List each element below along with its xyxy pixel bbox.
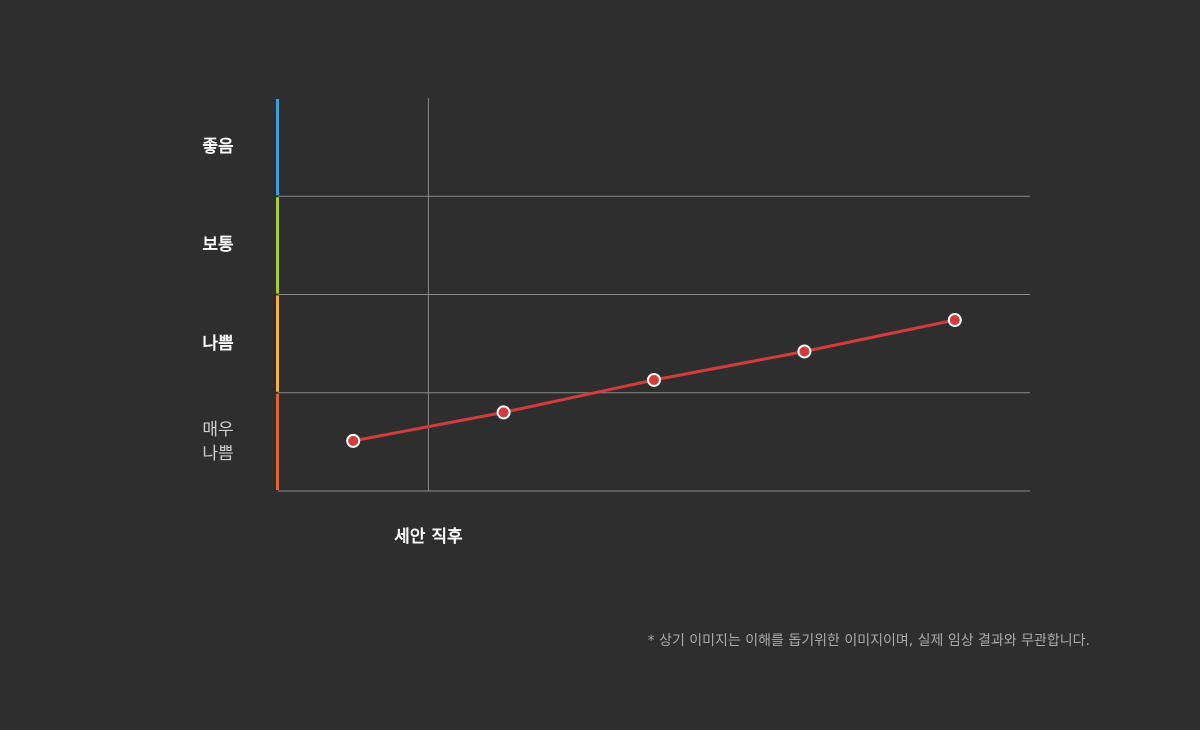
band-label: 좋음 [202,137,234,158]
band-label: 보통 [202,235,234,256]
band-bar [276,393,279,490]
band-label: 나쁨 [202,333,234,354]
data-point [496,405,511,420]
data-point [346,433,361,448]
data-point [647,372,661,387]
data-point [947,313,962,328]
data-point [797,344,812,359]
band-bar [276,295,279,392]
band-label: 매우 나쁨 [202,419,234,464]
annotation-label: 세안 직후 [394,527,463,547]
band-bar [276,197,279,294]
band-bar [276,99,279,196]
footnote: * 상기 이미지는 이해를 돕기위한 이미지이며, 실제 임상 결과와 무관합니… [647,633,1090,649]
